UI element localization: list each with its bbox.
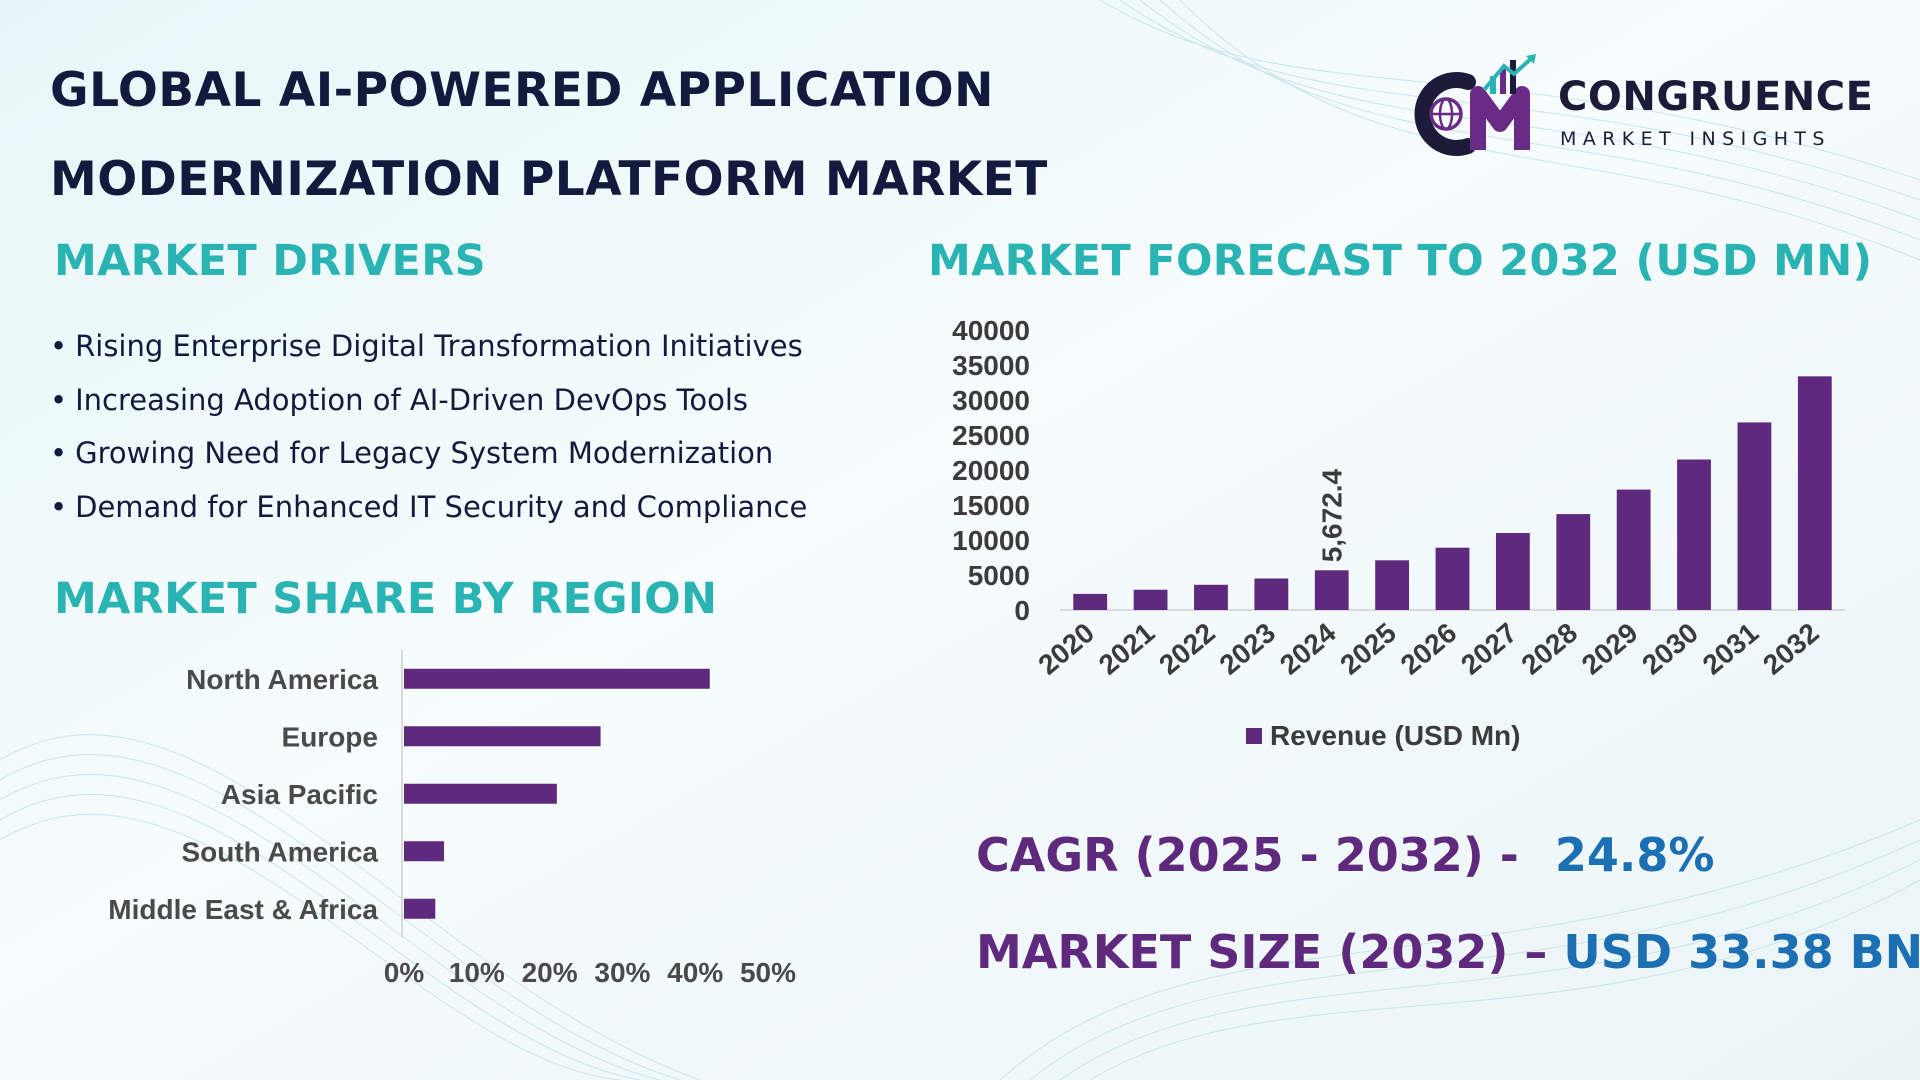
forecast-bar-2020: [1073, 593, 1108, 610]
x-tick-label: 50%: [740, 957, 796, 988]
y-tick-label: 15000: [952, 490, 1030, 521]
forecast-bar-2022: [1194, 584, 1228, 610]
x-tick-label: 0%: [384, 957, 425, 988]
title-line-1: GLOBAL AI-POWERED APPLICATION: [50, 63, 994, 118]
logo-tagline: MARKET INSIGHTS: [1560, 128, 1831, 150]
region-label: North America: [186, 664, 378, 695]
region-bar: [404, 726, 601, 747]
region-label: South America: [181, 836, 378, 867]
x-tick-label: 2024: [1274, 617, 1342, 681]
forecast-bar-2025: [1375, 560, 1410, 610]
x-tick-label: 10%: [449, 957, 505, 988]
forecast-bar-2024: [1314, 570, 1349, 610]
forecast-bar-chart: 0 5000 10000 15000 20000 25000 30000 35000 40000…: [952, 315, 1845, 751]
x-tick-label: 2026: [1395, 617, 1463, 681]
forecast-bar-2026: [1435, 547, 1470, 610]
data-label: 5,672.4: [1317, 468, 1348, 562]
market-forecast-heading: MARKET FORECAST TO 2032 (USD MN): [928, 236, 1873, 286]
x-tick-label: 2020: [1032, 617, 1100, 681]
x-tick-label: 2031: [1697, 617, 1765, 681]
y-tick-label: 40000: [952, 315, 1030, 346]
region-label: Asia Pacific: [221, 779, 378, 810]
x-tick-label: 2028: [1515, 617, 1583, 681]
driver-text: Rising Enterprise Digital Transformation…: [75, 329, 803, 363]
market-size-stat: MARKET SIZE (2032) – USD 33.38 BN: [976, 925, 1920, 979]
forecast-bar-2023: [1254, 578, 1289, 610]
logo-name: CONGRUENCE: [1558, 74, 1874, 120]
x-tick-label: 2030: [1636, 617, 1704, 681]
y-tick-label: 20000: [952, 455, 1030, 486]
bullet-icon: •: [50, 329, 68, 363]
x-tick-label: 30%: [594, 957, 650, 988]
x-tick-label: 20%: [522, 957, 578, 988]
title-line-2: MODERNIZATION PLATFORM MARKET: [50, 152, 1048, 207]
x-tick-label: 40%: [667, 957, 723, 988]
forecast-bar-2027: [1495, 533, 1530, 610]
x-tick-label: 2022: [1153, 617, 1221, 681]
region-bar: [404, 783, 557, 804]
bullet-icon: •: [50, 382, 68, 417]
cagr-value: 24.8%: [1554, 828, 1715, 882]
cagr-label: CAGR (2025 - 2032) -: [976, 828, 1519, 882]
region-label: Middle East & Africa: [108, 894, 378, 925]
market-share-heading: MARKET SHARE BY REGION: [54, 574, 718, 624]
legend-swatch: [1246, 728, 1262, 744]
forecast-bar-2031: [1737, 422, 1772, 610]
market-drivers-heading: MARKET DRIVERS: [54, 236, 486, 286]
x-tick-label: 2023: [1214, 617, 1282, 681]
y-tick-label: 0: [1014, 595, 1030, 626]
x-tick-label: 2021: [1093, 617, 1161, 681]
forecast-bar-2021: [1133, 589, 1168, 610]
region-label: Europe: [282, 721, 378, 752]
y-tick-label: 25000: [952, 420, 1030, 451]
driver-item: • Increasing Adoption of AI-Driven DevOps…: [50, 374, 807, 428]
logo-mark-icon: CM: [1414, 54, 1536, 156]
region-bar: [404, 841, 445, 862]
cagr-stat: CAGR (2025 - 2032) - 24.8%: [976, 828, 1714, 882]
driver-item: • Growing Need for Legacy System Moderniz…: [50, 427, 807, 481]
y-tick-label: 30000: [952, 385, 1030, 416]
driver-item: • Rising Enterprise Digital Transformatio…: [50, 320, 807, 374]
bullet-icon: •: [50, 436, 68, 470]
region-bar: [404, 898, 436, 919]
bullet-icon: •: [50, 489, 68, 524]
driver-text: Increasing Adoption of AI-Driven DevOps …: [75, 382, 748, 417]
forecast-bar-2029: [1616, 489, 1651, 610]
driver-text: Demand for Enhanced IT Security and Comp…: [75, 489, 808, 524]
market-drivers-list: • Rising Enterprise Digital Transformatio…: [50, 320, 807, 534]
y-tick-label: 10000: [952, 525, 1030, 556]
region-share-bar-chart: North America Europe Asia Pacific South Ame…: [108, 650, 796, 988]
region-bar: [404, 668, 710, 689]
legend-label: Revenue (USD Mn): [1270, 720, 1520, 751]
forecast-bar-2032: [1797, 376, 1832, 610]
x-tick-label: 2029: [1576, 617, 1644, 681]
forecast-bar-2028: [1556, 514, 1591, 610]
y-tick-label: 35000: [952, 350, 1030, 381]
x-tick-label: 2032: [1757, 617, 1825, 681]
page-title: GLOBAL AI-POWERED APPLICATION MODERNIZAT…: [50, 46, 1048, 224]
driver-text: Growing Need for Legacy System Moderniza…: [75, 436, 774, 470]
company-logo: CM CONGRUENCE MARKET INSIGHTS: [1400, 54, 1874, 164]
x-tick-label: 2025: [1334, 617, 1402, 681]
forecast-bar-2030: [1677, 459, 1711, 610]
market-size-label: MARKET SIZE (2032) –: [976, 925, 1548, 979]
x-tick-label: 2027: [1455, 617, 1523, 681]
driver-item: • Demand for Enhanced IT Security and Com…: [50, 481, 807, 535]
y-tick-label: 5000: [968, 560, 1030, 591]
market-size-value: USD 33.38 BN: [1563, 925, 1920, 979]
